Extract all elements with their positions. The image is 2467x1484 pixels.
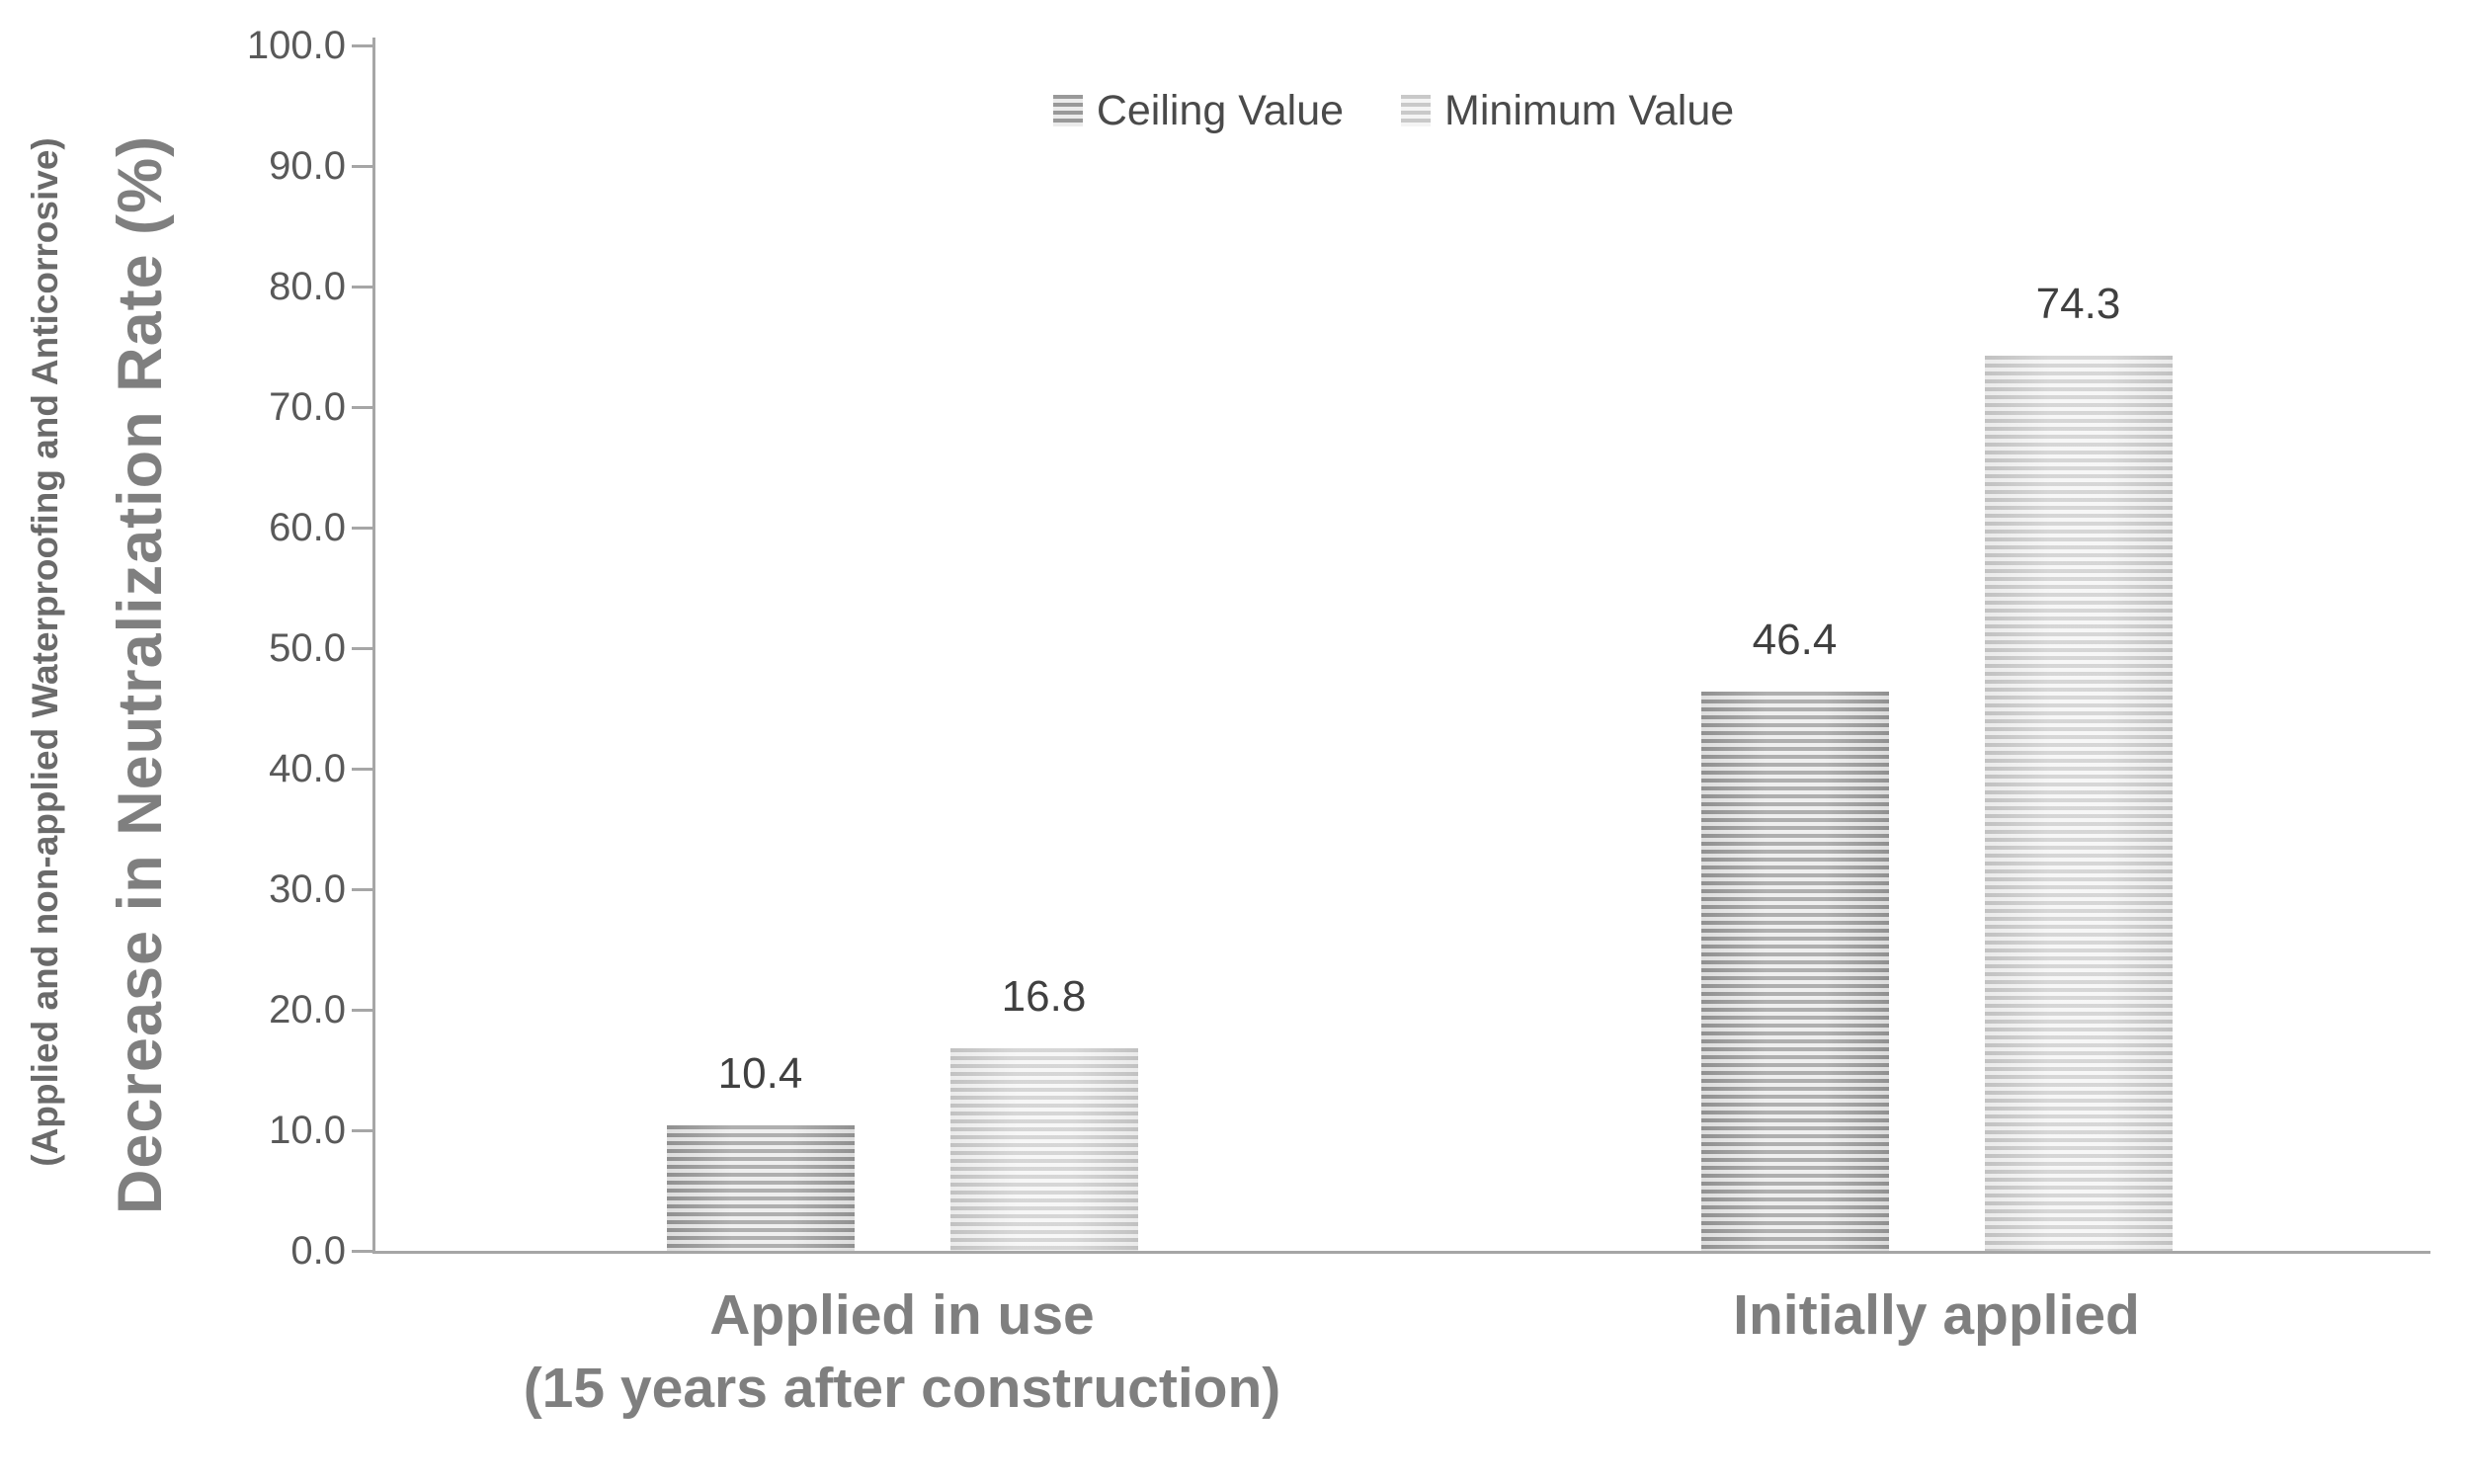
category-label: Initially applied <box>1344 1278 2467 1352</box>
y-axis-tick-label: 100.0 <box>246 24 346 67</box>
y-axis-tick-mark <box>352 527 372 530</box>
category-label-line: Initially applied <box>1733 1283 2140 1347</box>
y-axis-tick-label: 80.0 <box>269 265 346 308</box>
y-axis-tick-mark <box>352 647 372 650</box>
y-axis-tick-mark <box>352 1129 372 1132</box>
bar-ceiling-value <box>1700 692 1889 1251</box>
bar-ceiling-value <box>666 1125 855 1251</box>
y-axis-tick-label: 40.0 <box>269 747 346 790</box>
legend-entry-minimum-value: Minimum Value <box>1401 87 1734 135</box>
y-axis-tick-mark <box>352 286 372 289</box>
y-axis-tick-label: 50.0 <box>269 626 346 670</box>
category-label: Applied in use (15 years after constructi… <box>309 1278 1495 1425</box>
y-axis-line <box>372 38 375 1254</box>
y-axis-tick-label: 10.0 <box>269 1109 346 1152</box>
y-axis-subtitle: (Applied and non-applied Waterproofing a… <box>25 137 65 1167</box>
y-axis-tick-mark <box>352 768 372 771</box>
bar-value-label: 10.4 <box>717 1049 803 1098</box>
bar-minimum-value <box>1984 356 2173 1251</box>
category-label-line: (15 years after construction) <box>523 1357 1281 1420</box>
y-axis-tick-mark <box>352 1250 372 1253</box>
bar-value-label: 46.4 <box>1752 616 1838 664</box>
y-axis-tick-mark <box>352 44 372 47</box>
category-label-line: Applied in use <box>709 1283 1095 1347</box>
chart-legend: Ceiling Value Minimum Value <box>376 83 2411 138</box>
y-axis-tick-label: 30.0 <box>269 867 346 911</box>
y-axis-tick-label: 90.0 <box>269 144 346 188</box>
legend-label: Minimum Value <box>1444 86 1735 134</box>
bar-value-label: 16.8 <box>1001 972 1087 1021</box>
y-axis-tick-label: 20.0 <box>269 988 346 1031</box>
y-axis-tick-mark <box>352 406 372 409</box>
bar-minimum-value <box>949 1048 1138 1251</box>
legend-entry-ceiling-value: Ceiling Value <box>1052 86 1345 135</box>
legend-swatch-icon <box>1401 95 1432 126</box>
x-axis-line <box>372 1251 2430 1254</box>
legend-swatch-icon <box>1052 95 1083 126</box>
y-axis-tick-mark <box>352 1009 372 1012</box>
y-axis-tick-label: 0.0 <box>290 1229 346 1273</box>
y-axis-tick-mark <box>352 888 372 891</box>
y-axis-tick-label: 70.0 <box>269 385 346 429</box>
legend-label: Ceiling Value <box>1096 86 1345 134</box>
y-axis-tick-mark <box>352 165 372 168</box>
bar-value-label: 74.3 <box>2035 280 2121 328</box>
y-axis-tick-label: 60.0 <box>269 506 346 549</box>
